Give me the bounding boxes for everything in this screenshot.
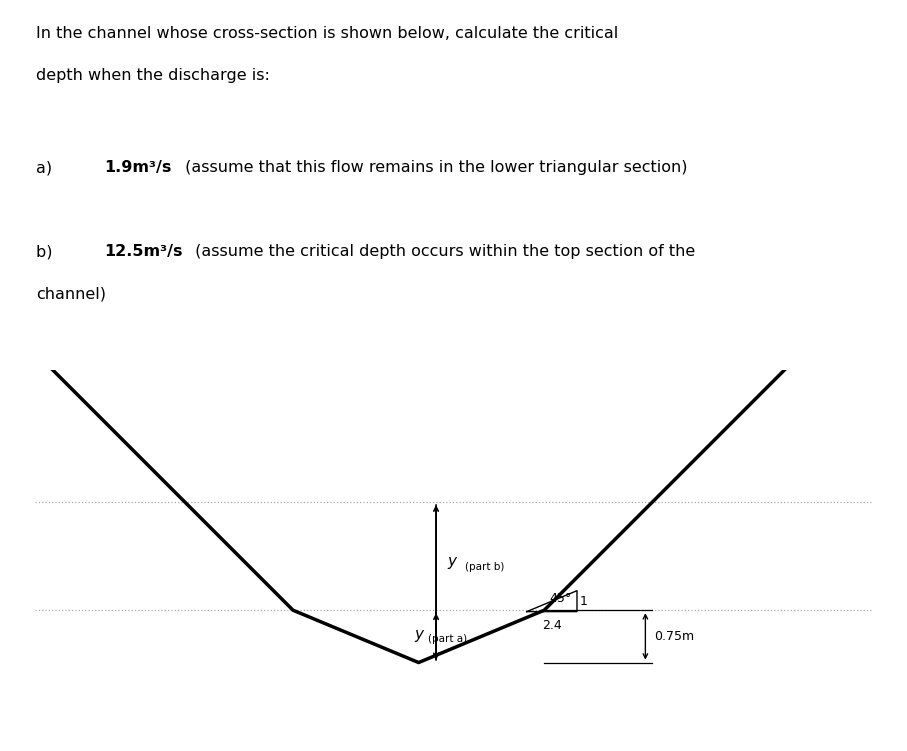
Text: $\mathit{y}$: $\mathit{y}$ — [414, 629, 425, 644]
Text: In the channel whose cross-section is shown below, calculate the critical: In the channel whose cross-section is sh… — [36, 26, 619, 41]
Text: 1: 1 — [580, 595, 588, 608]
Text: (part a): (part a) — [428, 634, 467, 644]
Text: (part b): (part b) — [465, 562, 504, 572]
Text: 2.4: 2.4 — [542, 619, 561, 632]
Text: a): a) — [36, 160, 63, 175]
Text: 45°: 45° — [549, 593, 571, 605]
Text: $\mathit{y}$: $\mathit{y}$ — [446, 555, 458, 571]
Text: depth when the discharge is:: depth when the discharge is: — [36, 68, 270, 83]
Text: 0.75m: 0.75m — [654, 630, 694, 643]
Text: (assume that this flow remains in the lower triangular section): (assume that this flow remains in the lo… — [180, 160, 688, 175]
Text: 1.9m³/s: 1.9m³/s — [104, 160, 171, 175]
Text: 12.5m³/s: 12.5m³/s — [104, 244, 183, 259]
Text: channel): channel) — [36, 286, 106, 301]
Text: b): b) — [36, 244, 63, 259]
Text: (assume the critical depth occurs within the top section of the: (assume the critical depth occurs within… — [190, 244, 696, 259]
